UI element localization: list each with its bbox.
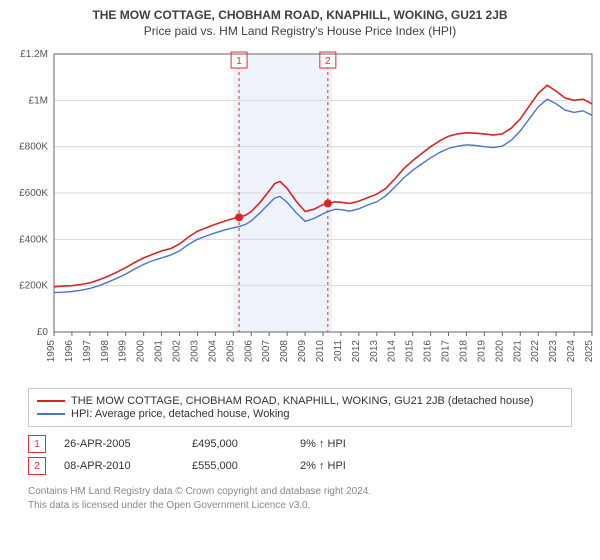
marker-hpi: 2% ↑ HPI <box>300 460 390 472</box>
marker-row: 1 26-APR-2005 £495,000 9% ↑ HPI <box>28 435 572 453</box>
svg-text:£200K: £200K <box>19 281 48 292</box>
svg-text:2000: 2000 <box>136 340 147 363</box>
svg-text:2021: 2021 <box>512 340 523 363</box>
svg-text:1997: 1997 <box>82 340 93 363</box>
svg-text:£600K: £600K <box>19 188 48 199</box>
svg-text:1: 1 <box>236 56 242 67</box>
legend-label: THE MOW COTTAGE, CHOBHAM ROAD, KNAPHILL,… <box>71 395 534 407</box>
chart-svg: £0 £200K £400K £600K £800K £1M £1.2M 1 2 1995 1996… <box>0 42 600 382</box>
marker-price: £555,000 <box>192 460 282 472</box>
svg-text:£1M: £1M <box>29 95 48 106</box>
copyright-line-2: This data is licensed under the Open Gov… <box>28 499 572 513</box>
legend: THE MOW COTTAGE, CHOBHAM ROAD, KNAPHILL,… <box>28 388 572 427</box>
svg-text:2016: 2016 <box>423 340 434 363</box>
marker-date: 26-APR-2005 <box>64 438 174 450</box>
svg-text:1995: 1995 <box>46 340 57 363</box>
marker-date: 08-APR-2010 <box>64 460 174 472</box>
copyright-line-1: Contains HM Land Registry data © Crown c… <box>28 485 572 499</box>
svg-text:1998: 1998 <box>100 340 111 363</box>
svg-text:2022: 2022 <box>530 340 541 363</box>
chart-subtitle: Price paid vs. HM Land Registry's House … <box>10 24 590 38</box>
svg-text:2011: 2011 <box>333 340 344 362</box>
legend-item: THE MOW COTTAGE, CHOBHAM ROAD, KNAPHILL,… <box>37 395 563 407</box>
copyright-notice: Contains HM Land Registry data © Crown c… <box>28 485 572 512</box>
svg-text:2006: 2006 <box>243 340 254 363</box>
svg-text:2023: 2023 <box>548 340 559 363</box>
svg-text:2002: 2002 <box>172 340 183 363</box>
marker-table: 1 26-APR-2005 £495,000 9% ↑ HPI 2 08-APR-2010… <box>28 435 572 475</box>
svg-text:1999: 1999 <box>118 340 129 363</box>
svg-text:£1.2M: £1.2M <box>20 49 48 60</box>
legend-item: HPI: Average price, detached house, Woki… <box>37 408 563 420</box>
svg-text:1996: 1996 <box>64 340 75 363</box>
chart-titles: THE MOW COTTAGE, CHOBHAM ROAD, KNAPHILL,… <box>0 0 600 42</box>
svg-text:2014: 2014 <box>387 340 398 363</box>
svg-text:2018: 2018 <box>458 340 469 363</box>
svg-text:2024: 2024 <box>566 340 577 363</box>
marker-badge: 1 <box>28 435 46 453</box>
marker-hpi: 9% ↑ HPI <box>300 438 390 450</box>
marker-row: 2 08-APR-2010 £555,000 2% ↑ HPI <box>28 457 572 475</box>
svg-text:2017: 2017 <box>441 340 452 363</box>
svg-text:2005: 2005 <box>225 340 236 363</box>
svg-text:£0: £0 <box>37 327 49 338</box>
marker-badge: 2 <box>28 457 46 475</box>
svg-text:2: 2 <box>325 56 331 67</box>
svg-text:2001: 2001 <box>154 340 165 363</box>
svg-text:2013: 2013 <box>369 340 380 363</box>
svg-text:2003: 2003 <box>189 340 200 363</box>
svg-text:2008: 2008 <box>279 340 290 363</box>
chart-title: THE MOW COTTAGE, CHOBHAM ROAD, KNAPHILL,… <box>10 8 590 22</box>
legend-swatch <box>37 400 65 402</box>
svg-text:£400K: £400K <box>19 234 48 245</box>
svg-text:2015: 2015 <box>405 340 416 363</box>
svg-text:2020: 2020 <box>494 340 505 363</box>
svg-text:2025: 2025 <box>584 340 595 363</box>
legend-swatch <box>37 413 65 415</box>
svg-text:2009: 2009 <box>297 340 308 363</box>
svg-text:2004: 2004 <box>207 340 218 363</box>
legend-label: HPI: Average price, detached house, Woki… <box>71 408 290 420</box>
marker-price: £495,000 <box>192 438 282 450</box>
svg-text:£800K: £800K <box>19 142 48 153</box>
svg-text:2012: 2012 <box>351 340 362 363</box>
svg-text:2007: 2007 <box>261 340 272 363</box>
svg-text:2019: 2019 <box>476 340 487 363</box>
line-chart: £0 £200K £400K £600K £800K £1M £1.2M 1 2 1995 1996… <box>0 42 600 382</box>
svg-text:2010: 2010 <box>315 340 326 363</box>
